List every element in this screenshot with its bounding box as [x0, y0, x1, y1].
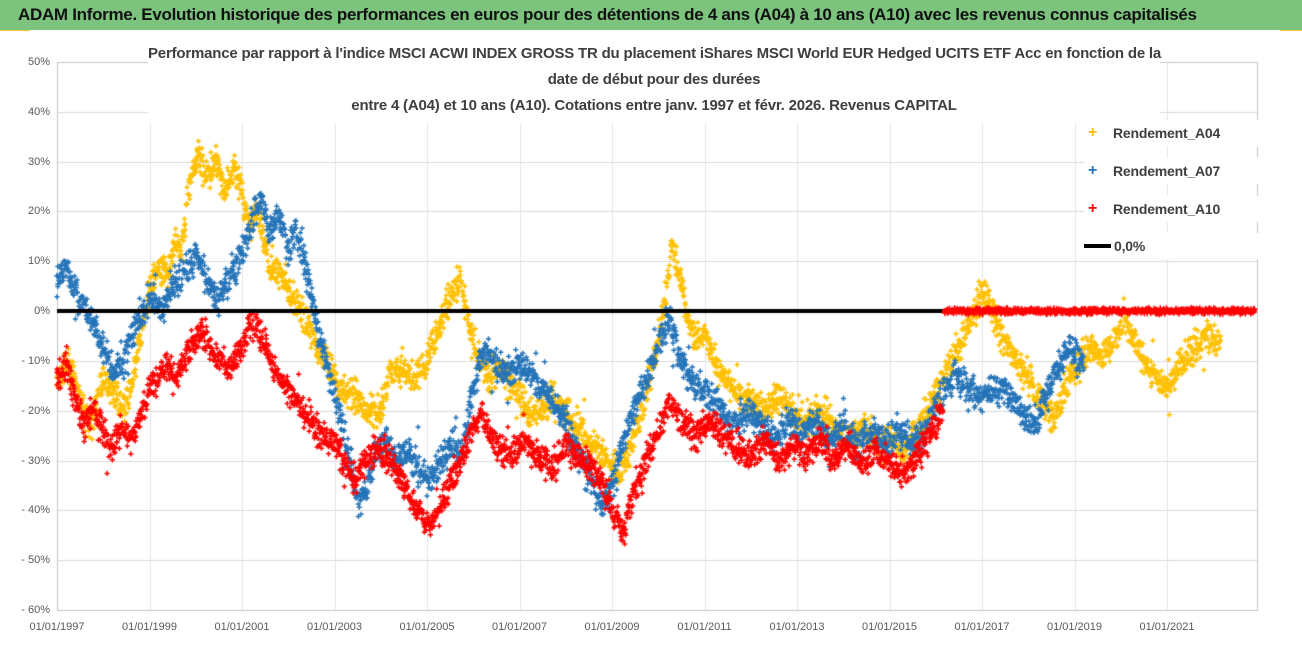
legend-label: Rendement_A10	[1113, 201, 1221, 217]
x-tick-label: 01/01/2005	[399, 621, 455, 633]
y-tick-label: 50%	[27, 56, 50, 68]
chart-title-line-2: date de début pour des durées	[547, 71, 761, 88]
plus-marker-icon: +	[1088, 162, 1098, 179]
x-tick-label: 01/01/2017	[954, 621, 1010, 633]
legend-item-rendement-a04[interactable]: + Rendement_A04	[1084, 120, 1260, 146]
legend-item-rendement-a07[interactable]: + Rendement_A07	[1084, 158, 1260, 184]
x-tick-label: 01/01/2015	[861, 621, 918, 633]
x-tick-label: 01/01/2019	[1046, 621, 1103, 633]
y-tick-label: 0%	[34, 305, 50, 318]
chart-title: Performance par rapport à l'indice MSCI …	[148, 45, 1162, 123]
legend-label: 0,0%	[1114, 238, 1146, 254]
x-tick-label: 01/01/2011	[677, 621, 732, 633]
x-tick-label: 01/01/2001	[214, 621, 270, 633]
chart-title-line-3: entre 4 (A04) et 10 ans (A10). Cotations…	[351, 97, 957, 114]
plus-marker-icon: +	[1088, 124, 1098, 141]
x-tick-label: 01/01/2021	[1139, 621, 1195, 633]
x-tick-label: 01/01/1997	[29, 621, 85, 633]
x-tick-label: 01/01/2007	[491, 621, 548, 633]
y-tick-label: 30%	[27, 155, 50, 168]
y-tick-label: 40%	[27, 105, 50, 118]
legend-item-rendement-a10[interactable]: + Rendement_A10	[1084, 196, 1260, 222]
y-tick-label: 10%	[27, 255, 50, 268]
y-tick-label: 20%	[27, 205, 50, 218]
y-tick-label: - 40%	[21, 504, 50, 517]
x-tick-label: 01/01/2003	[306, 621, 363, 633]
black-line-icon	[1084, 244, 1111, 248]
y-tick-label: - 10%	[21, 354, 50, 367]
legend-label: Rendement_A04	[1113, 125, 1221, 141]
x-tick-label: 01/01/2013	[769, 621, 825, 633]
chart-title-line-1: Performance par rapport à l'indice MSCI …	[148, 45, 1162, 62]
y-tick-label: - 30%	[21, 454, 50, 467]
y-tick-label: - 50%	[21, 554, 50, 567]
y-tick-label: - 60%	[21, 604, 50, 616]
x-tick-label: 01/01/1999	[121, 621, 178, 633]
legend-label: Rendement_A07	[1113, 163, 1221, 179]
plus-marker-icon: +	[1088, 200, 1098, 217]
y-tick-label: - 20%	[21, 404, 50, 417]
legend-item-zero-line[interactable]: 0,0%	[1084, 233, 1260, 259]
x-tick-label: 01/01/2009	[584, 621, 640, 633]
